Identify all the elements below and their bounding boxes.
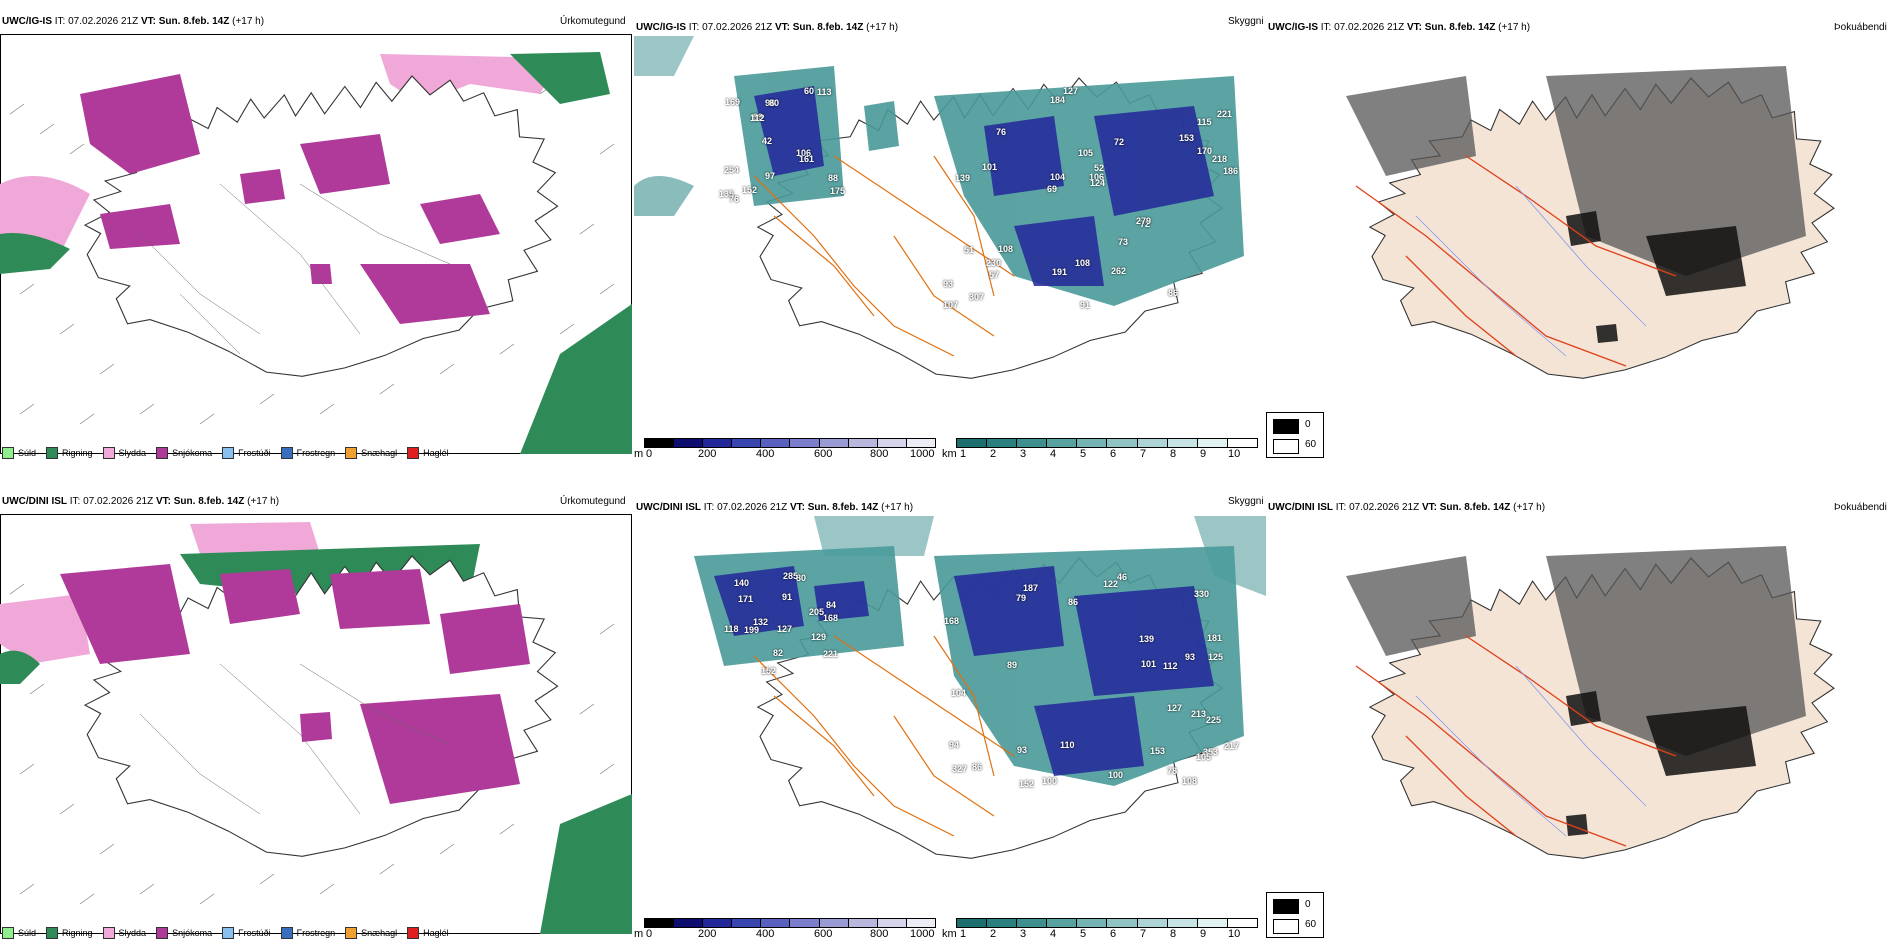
fog-map	[1346, 66, 1835, 379]
fog-legend: 0 60	[1266, 412, 1324, 458]
cloud-map	[694, 516, 1266, 859]
legend-item: Snjókoma	[156, 927, 212, 939]
panel-type-label: Úrkomutegund	[560, 496, 626, 507]
height-colorbar: m 0 200 400 600 800 1000	[634, 438, 936, 462]
visibility-colorbar: km 1 2 3 4 5 6 7 8 9 10	[942, 918, 1262, 942]
cloud-panel-row2: UWC/DINI ISL IT: 07.02.2026 21Z VT: Sun.…	[634, 494, 1266, 946]
legend-item: Frostregn	[280, 447, 335, 459]
cloud-panel-row1: UWC/IG-IS IT: 07.02.2026 21Z VT: Sun. 8.…	[634, 14, 1266, 466]
precip-map	[0, 34, 632, 454]
legend-item: Snæhagl	[345, 447, 397, 459]
fog-map	[1346, 546, 1835, 859]
panel-title: UWC/IG-IS IT: 07.02.2026 21Z VT: Sun. 8.…	[2, 16, 265, 27]
panel-title: UWC/DINI ISL IT: 07.02.2026 21Z VT: Sun.…	[636, 502, 914, 513]
cloud-map	[634, 36, 1244, 379]
fog-legend: 0 60	[1266, 892, 1324, 938]
precip-type-panel-row2: UWC/DINI ISL IT: 07.02.2026 21Z VT: Sun.…	[0, 494, 632, 946]
fog-panel-row1: UWC/IG-IS IT: 07.02.2026 21Z VT: Sun. 8.…	[1266, 14, 1900, 466]
visibility-colorbar: km 1 2 3 4 5 6 7 8 9 10	[942, 438, 1262, 462]
legend-item: Haglél	[407, 447, 449, 459]
legend-item: Frostregn	[280, 927, 335, 939]
panel-type-label: Þokuábendi	[1834, 502, 1887, 513]
panel-title: UWC/IG-IS IT: 07.02.2026 21Z VT: Sun. 8.…	[636, 22, 899, 33]
fog-panel-row2: UWC/DINI ISL IT: 07.02.2026 21Z VT: Sun.…	[1266, 494, 1900, 946]
legend-item: Frostúði	[222, 927, 271, 939]
panel-type-label: Skyggni	[1228, 496, 1264, 507]
legend-item: Rigning	[46, 447, 93, 459]
legend-item: Snjókoma	[156, 447, 212, 459]
legend-item: Súld	[2, 927, 36, 939]
precip-type-panel-row1: UWC/IG-IS IT: 07.02.2026 21Z VT: Sun. 8.…	[0, 14, 632, 466]
legend-item: Súld	[2, 447, 36, 459]
precip-legend: Súld Rigning Slydda Snjókoma Frostúði Fr…	[2, 924, 449, 942]
legend-item: Frostúði	[222, 447, 271, 459]
panel-title: UWC/IG-IS IT: 07.02.2026 21Z VT: Sun. 8.…	[1268, 22, 1531, 33]
legend-item: Slydda	[102, 447, 146, 459]
precip-legend: Súld Rigning Slydda Snjókoma Frostúði Fr…	[2, 444, 449, 462]
panel-title: UWC/DINI ISL IT: 07.02.2026 21Z VT: Sun.…	[2, 496, 280, 507]
panel-type-label: Úrkomutegund	[560, 16, 626, 27]
legend-item: Rigning	[46, 927, 93, 939]
legend-item: Haglél	[407, 927, 449, 939]
legend-item: Slydda	[102, 927, 146, 939]
panel-type-label: Skyggni	[1228, 16, 1264, 27]
panel-type-label: Þokuábendi	[1834, 22, 1887, 33]
precip-map	[0, 514, 632, 934]
panel-title: UWC/DINI ISL IT: 07.02.2026 21Z VT: Sun.…	[1268, 502, 1546, 513]
legend-item: Snæhagl	[345, 927, 397, 939]
height-colorbar: m 0 200 400 600 800 1000	[634, 918, 936, 942]
